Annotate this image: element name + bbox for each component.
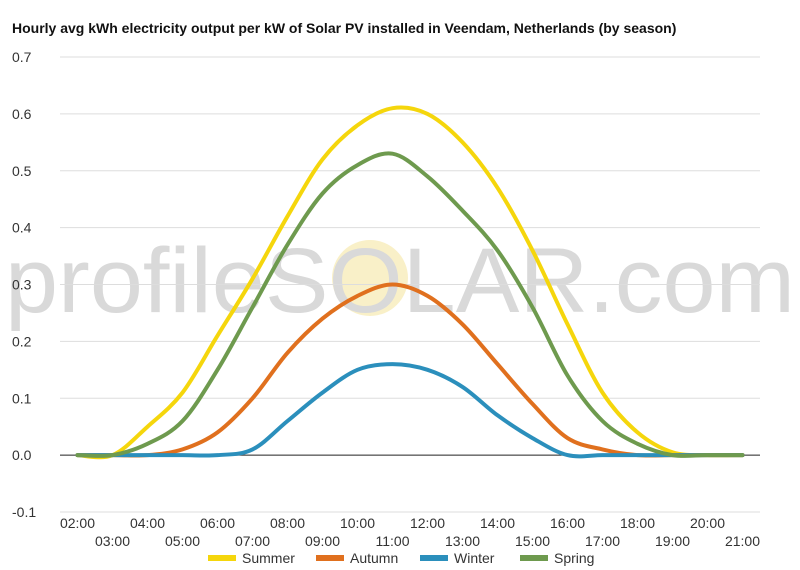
x-tick-label: 19:00 — [655, 533, 690, 549]
legend-swatch — [420, 555, 448, 561]
series-line-summer — [75, 105, 745, 460]
series-lines — [75, 105, 745, 460]
y-tick-label: 0.1 — [12, 390, 32, 406]
y-axis: 0.7 0.6 0.5 0.4 0.3 0.2 0.1 0.0 -0.1 — [12, 49, 36, 520]
y-tick-label: 0.5 — [12, 163, 32, 179]
x-tick-label: 09:00 — [305, 533, 340, 549]
grid-lines — [60, 56, 760, 513]
y-tick-label: 0.6 — [12, 106, 32, 122]
y-tick-label: 0.2 — [12, 333, 32, 349]
legend-item-summer: Summer — [208, 550, 295, 566]
legend-swatch — [520, 555, 548, 561]
legend-label: Spring — [554, 550, 594, 566]
x-tick-label: 21:00 — [725, 533, 760, 549]
x-tick-label: 16:00 — [550, 515, 585, 531]
legend-label: Autumn — [350, 550, 398, 566]
series-line-spring — [75, 151, 745, 458]
legend-label: Winter — [454, 550, 495, 566]
series-line-winter — [75, 362, 745, 459]
x-axis: 02:0003:0004:0005:0006:0007:0008:0009:00… — [60, 515, 760, 549]
x-tick-label: 06:00 — [200, 515, 235, 531]
x-tick-label: 20:00 — [690, 515, 725, 531]
x-tick-label: 08:00 — [270, 515, 305, 531]
chart-title: Hourly avg kWh electricity output per kW… — [12, 20, 676, 36]
y-tick-label: -0.1 — [12, 504, 36, 520]
x-tick-label: 07:00 — [235, 533, 270, 549]
watermark-text: profileSOLAR.com — [5, 230, 795, 332]
x-tick-label: 13:00 — [445, 533, 480, 549]
y-tick-label: 0.3 — [12, 277, 32, 293]
watermark: profileSOLAR.com — [5, 230, 795, 332]
x-tick-label: 05:00 — [165, 533, 200, 549]
x-tick-label: 02:00 — [60, 515, 95, 531]
x-tick-label: 03:00 — [95, 533, 130, 549]
y-tick-label: 0.0 — [12, 447, 32, 463]
x-tick-label: 14:00 — [480, 515, 515, 531]
y-tick-label: 0.7 — [12, 49, 32, 65]
x-tick-label: 15:00 — [515, 533, 550, 549]
y-tick-label: 0.4 — [12, 220, 32, 236]
legend: Summer Autumn Winter Spring — [208, 550, 594, 566]
x-tick-label: 17:00 — [585, 533, 620, 549]
x-tick-label: 04:00 — [130, 515, 165, 531]
legend-swatch — [208, 555, 236, 561]
legend-item-winter: Winter — [420, 550, 495, 566]
x-tick-label: 11:00 — [376, 533, 410, 549]
legend-item-spring: Spring — [520, 550, 594, 566]
x-tick-label: 12:00 — [410, 515, 445, 531]
legend-item-autumn: Autumn — [316, 550, 398, 566]
x-tick-label: 18:00 — [620, 515, 655, 531]
x-tick-label: 10:00 — [340, 515, 375, 531]
legend-label: Summer — [242, 550, 295, 566]
legend-swatch — [316, 555, 344, 561]
